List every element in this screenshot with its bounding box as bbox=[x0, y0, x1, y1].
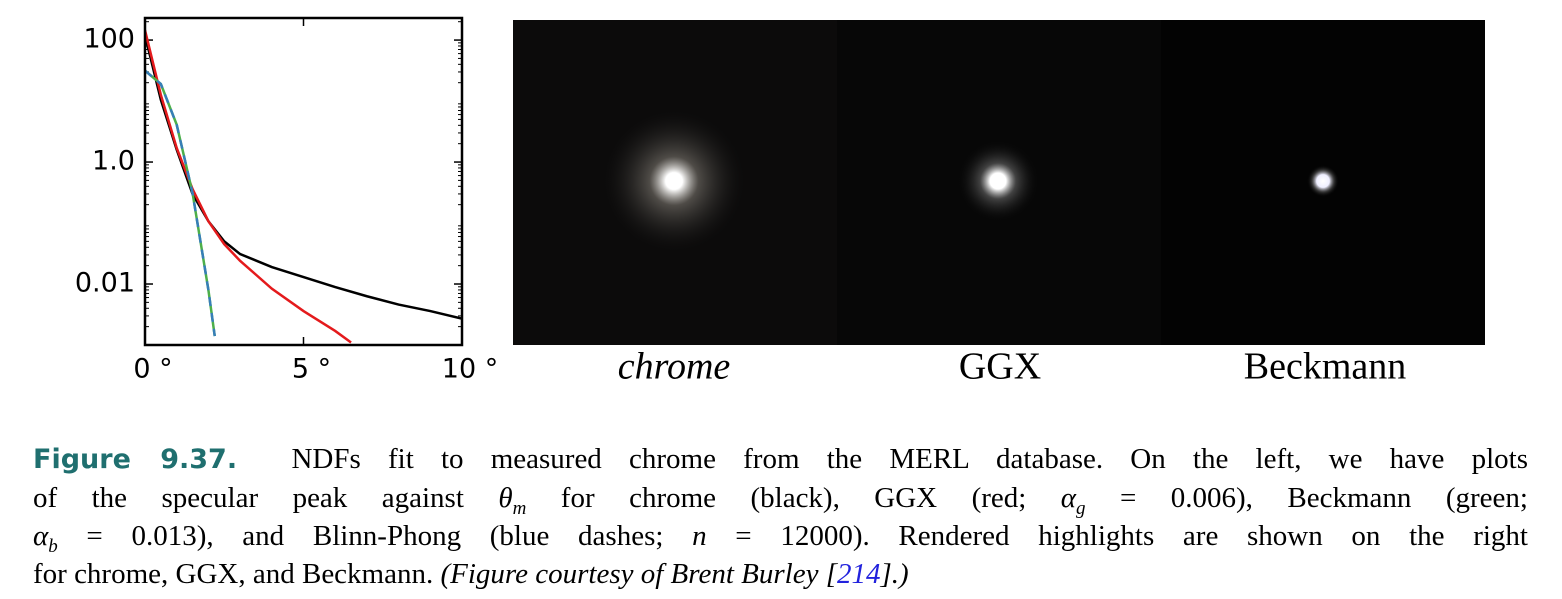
plot-area bbox=[145, 29, 462, 344]
math: θ bbox=[498, 482, 513, 514]
figure-label: Figure 9.37. bbox=[33, 444, 238, 475]
math: g bbox=[1076, 497, 1086, 519]
series-line bbox=[145, 69, 216, 337]
text: for chrome (black), GGX (red; bbox=[526, 482, 1061, 514]
math: α bbox=[33, 520, 49, 552]
caption-line: αb = 0.013), and Blinn-Phong (blue dashe… bbox=[33, 517, 1528, 557]
y-tick-label: 100 bbox=[83, 24, 135, 55]
citation[interactable]: 214 bbox=[837, 558, 881, 590]
caption-line: Figure 9.37. NDFs fit to measured chrome… bbox=[33, 440, 1528, 479]
text: = 0.013), and Blinn-Phong (blue dashes; bbox=[57, 520, 693, 552]
series-line bbox=[145, 29, 352, 344]
text: for chrome, GGX, and Beckmann. bbox=[33, 558, 441, 590]
highlight bbox=[1307, 165, 1339, 197]
text: = 12000). Rendered highlights are shown … bbox=[706, 520, 1528, 552]
text: = 0.006), Beckmann (green; bbox=[1085, 482, 1528, 514]
series-line bbox=[145, 69, 216, 337]
series-line bbox=[145, 34, 462, 320]
plot-frame bbox=[143, 16, 464, 347]
highlight bbox=[604, 111, 744, 251]
text: of the specular peak against bbox=[33, 482, 499, 514]
y-tick-label: 1.0 bbox=[92, 146, 135, 177]
x-tick-label: 0 ° bbox=[133, 354, 172, 385]
highlight bbox=[958, 141, 1038, 221]
caption-line: of the specular peak against θm for chro… bbox=[33, 479, 1528, 519]
x-tick-label: 10 ° bbox=[442, 354, 498, 385]
caption-line: for chrome, GGX, and Beckmann. (Figure c… bbox=[33, 555, 1528, 593]
math: n bbox=[692, 520, 707, 552]
text: (Figure courtesy of Brent Burley [ bbox=[440, 558, 838, 590]
image-label: chrome bbox=[618, 346, 731, 388]
caption: Figure 9.37. NDFs fit to measured chrome… bbox=[33, 440, 1528, 593]
x-tick-label: 5 ° bbox=[292, 354, 331, 385]
text: ].) bbox=[880, 558, 909, 590]
math: m bbox=[512, 497, 527, 519]
math: b bbox=[48, 535, 58, 557]
image-label: Beckmann bbox=[1244, 346, 1407, 388]
credit: (Figure courtesy of Brent Burley [214].) bbox=[441, 558, 909, 590]
text: NDFs fit to measured chrome from the MER… bbox=[291, 443, 1528, 475]
image-label: GGX bbox=[959, 346, 1041, 388]
y-tick-label: 0.01 bbox=[75, 268, 135, 299]
math: α bbox=[1060, 482, 1077, 514]
figure: chrome GGX Beckmann 100 1.0 0.01 0 ° 5 ° 10 ° bbox=[75, 16, 1485, 388]
